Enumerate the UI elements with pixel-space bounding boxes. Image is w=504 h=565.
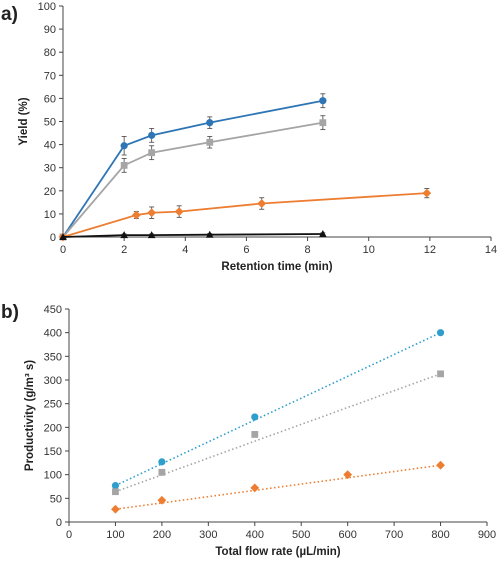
- chart-b-x-tick-label: 0: [66, 529, 72, 541]
- chart-b-series-3-point-diamond-marker: [250, 483, 260, 493]
- chart-b-series-1-point-circle-marker: [251, 413, 259, 421]
- chart-a-series-4-point-triangle-marker: [205, 230, 214, 238]
- chart-a-series-4-point-triangle-marker: [319, 229, 327, 237]
- chart-a-series-2: [59, 115, 327, 241]
- chart-b-y-tick-label: 250: [44, 399, 62, 411]
- chart-a-series-4-point-triangle-marker: [147, 231, 156, 239]
- chart-a-y-tick-label: 10: [44, 209, 56, 221]
- chart-a-series-1-point-circle-marker: [319, 97, 327, 105]
- chart-a-y-tick-label: 30: [44, 163, 56, 175]
- chart-a-series-3-line: [62, 192, 427, 238]
- chart-b-x-tick-label: 400: [246, 529, 264, 541]
- chart-b-series-2: [112, 370, 444, 496]
- chart-b-series-1-point-circle-marker: [436, 329, 445, 337]
- chart-a-series-3-point-diamond-marker: [422, 188, 432, 198]
- chart-b-series-3: [111, 460, 445, 514]
- chart-a-y-tick-label: 70: [44, 70, 56, 82]
- chart-b-y-tick-label: 400: [44, 328, 62, 340]
- chart-b-y-tick-label: 50: [50, 493, 62, 505]
- chart-a-series-1-point-circle-marker: [148, 131, 156, 139]
- chart-a-series-4-point-triangle-marker: [59, 233, 67, 240]
- chart-b-x-tick-label: 100: [106, 529, 124, 541]
- chart-a-x-tick-label: 4: [182, 244, 188, 256]
- chart-b-series-2-point-square-marker: [158, 468, 166, 476]
- chart-b-x-tick-label: 700: [385, 529, 403, 541]
- chart-a-series-1-line: [62, 99, 324, 238]
- chart-b-productivity-vs-flow-rate: 0 50 100 150 200 250 300 350 400 450 0 100 200 300 400…: [24, 304, 496, 558]
- chart-a-y-tick-label: 90: [44, 24, 56, 36]
- chart-b-series-2-point-square-marker: [112, 488, 119, 496]
- chart-b-series-2-point-square-marker: [251, 431, 259, 438]
- chart-a-y-tick-label: 80: [44, 47, 56, 59]
- chart-a-series-3-point-diamond-marker: [257, 199, 267, 208]
- chart-a-x-axis-title: Retention time (min): [221, 261, 332, 273]
- chart-b-series-3-point-diamond-marker: [157, 495, 167, 505]
- chart-a-series-3-point-diamond-marker: [147, 208, 157, 218]
- chart-b-x-tick-label: 200: [153, 529, 171, 541]
- chart-a-series-3: [58, 188, 432, 242]
- chart-b-series-3-point-diamond-marker: [436, 460, 445, 470]
- chart-a-y-tick-label: 60: [44, 93, 56, 105]
- chart-a-series-2-point-square-marker: [319, 119, 327, 127]
- chart-a-series-1-point-circle-marker: [206, 119, 214, 127]
- chart-a-y-axis-title: Yield (%): [18, 97, 30, 145]
- chart-a-x-tick-label: 6: [243, 244, 249, 256]
- chart-b-y-tick-label: 350: [44, 351, 62, 363]
- chart-a-x-tick-label: 0: [60, 244, 66, 256]
- chart-b-series-1: [111, 329, 445, 490]
- chart-b-x-tick-label: 800: [431, 529, 449, 541]
- chart-a-series-2-point-square-marker: [148, 149, 156, 157]
- chart-b-y-tick-label: 450: [44, 304, 62, 316]
- chart-b-y-tick-label: 300: [44, 375, 62, 387]
- chart-b-series-2-point-square-marker: [437, 370, 444, 378]
- chart-a-series-3-point-diamond-marker: [174, 207, 184, 216]
- chart-a-x-tick-label: 10: [363, 244, 375, 256]
- chart-a-series-3-point-diamond-marker: [131, 210, 141, 220]
- chart-b-y-tick-label: 100: [44, 470, 62, 482]
- panel-label-b: b): [1, 302, 19, 323]
- chart-a-yield-vs-retention-time: 0 10 20 30 40 50 60 70 80 90 100 0 2 4 6 8 10 12 14 Retenti…: [18, 1, 497, 273]
- chart-a-x-tick-label: 14: [485, 244, 497, 256]
- chart-b-series-1-point-circle-marker: [111, 481, 120, 490]
- chart-a-y-tick-label: 20: [44, 186, 56, 198]
- chart-b-series-2-trendline: [115, 373, 441, 493]
- chart-b-series-1-point-circle-marker: [158, 458, 166, 466]
- chart-b-y-tick-label: 150: [44, 446, 62, 458]
- chart-b-series-3-point-diamond-marker: [343, 470, 353, 480]
- chart-b-x-tick-label: 500: [292, 529, 310, 541]
- chart-a-y-tick-label: 50: [44, 117, 56, 129]
- chart-b-series-3-trendline: [115, 464, 441, 511]
- chart-a-x-tick-label: 8: [305, 244, 311, 256]
- chart-a-series-2-point-square-marker: [206, 138, 214, 146]
- chart-b-x-tick-label: 600: [338, 529, 356, 541]
- chart-a-y-tick-label: 40: [44, 140, 56, 152]
- chart-b-x-axis-title: Total flow rate (µL/min): [215, 546, 340, 558]
- chart-b-y-tick-label: 200: [44, 422, 62, 434]
- chart-b-y-axis-title: Productivity (g/m³ s): [24, 360, 36, 471]
- chart-b-x-tick-label: 300: [199, 529, 217, 541]
- chart-b-x-tick-label: 900: [478, 529, 496, 541]
- chart-a-series-4-point-triangle-marker: [120, 231, 128, 239]
- chart-a-y-tick-label: 100: [38, 1, 56, 13]
- chart-a-series-1-point-circle-marker: [120, 142, 128, 150]
- chart-a-series-2-point-square-marker: [120, 161, 128, 169]
- chart-a-y-tick-label: 0: [50, 232, 56, 244]
- chart-b-series-3-point-diamond-marker: [111, 504, 120, 514]
- chart-b-y-tick-label: 0: [56, 517, 62, 529]
- chart-a-x-tick-label: 2: [121, 244, 127, 256]
- chart-a-x-tick-label: 12: [424, 244, 436, 256]
- chart-a-series-4: [59, 229, 327, 240]
- panel-label-a: a): [1, 4, 18, 25]
- chart-a-series-1: [59, 93, 327, 241]
